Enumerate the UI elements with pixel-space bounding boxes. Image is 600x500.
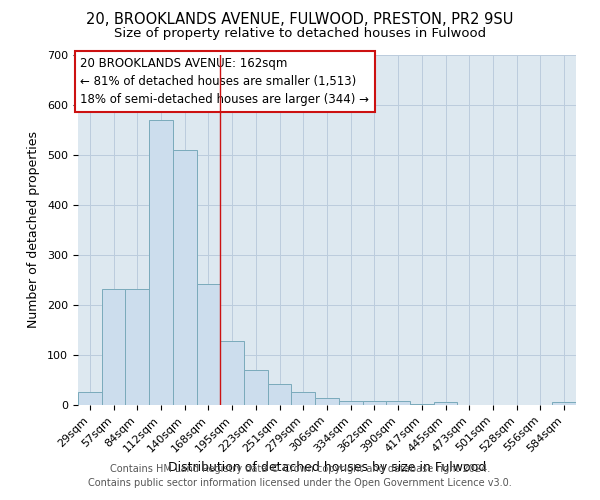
- Bar: [102, 289, 125, 405]
- Bar: [197, 284, 220, 405]
- Bar: [125, 289, 149, 405]
- Text: Size of property relative to detached houses in Fulwood: Size of property relative to detached ho…: [114, 28, 486, 40]
- Text: Contains HM Land Registry data © Crown copyright and database right 2024.
Contai: Contains HM Land Registry data © Crown c…: [88, 464, 512, 487]
- Bar: [244, 370, 268, 405]
- Bar: [552, 402, 576, 405]
- Bar: [410, 404, 434, 405]
- Bar: [173, 150, 197, 405]
- Bar: [339, 401, 362, 405]
- Bar: [78, 392, 102, 405]
- Bar: [362, 401, 386, 405]
- X-axis label: Distribution of detached houses by size in Fulwood: Distribution of detached houses by size …: [168, 460, 486, 473]
- Bar: [268, 384, 292, 405]
- Bar: [149, 120, 173, 405]
- Bar: [386, 401, 410, 405]
- Text: 20, BROOKLANDS AVENUE, FULWOOD, PRESTON, PR2 9SU: 20, BROOKLANDS AVENUE, FULWOOD, PRESTON,…: [86, 12, 514, 28]
- Text: 20 BROOKLANDS AVENUE: 162sqm
← 81% of detached houses are smaller (1,513)
18% of: 20 BROOKLANDS AVENUE: 162sqm ← 81% of de…: [80, 57, 370, 106]
- Bar: [220, 341, 244, 405]
- Y-axis label: Number of detached properties: Number of detached properties: [27, 132, 40, 328]
- Bar: [434, 402, 457, 405]
- Bar: [315, 398, 339, 405]
- Bar: [292, 392, 315, 405]
